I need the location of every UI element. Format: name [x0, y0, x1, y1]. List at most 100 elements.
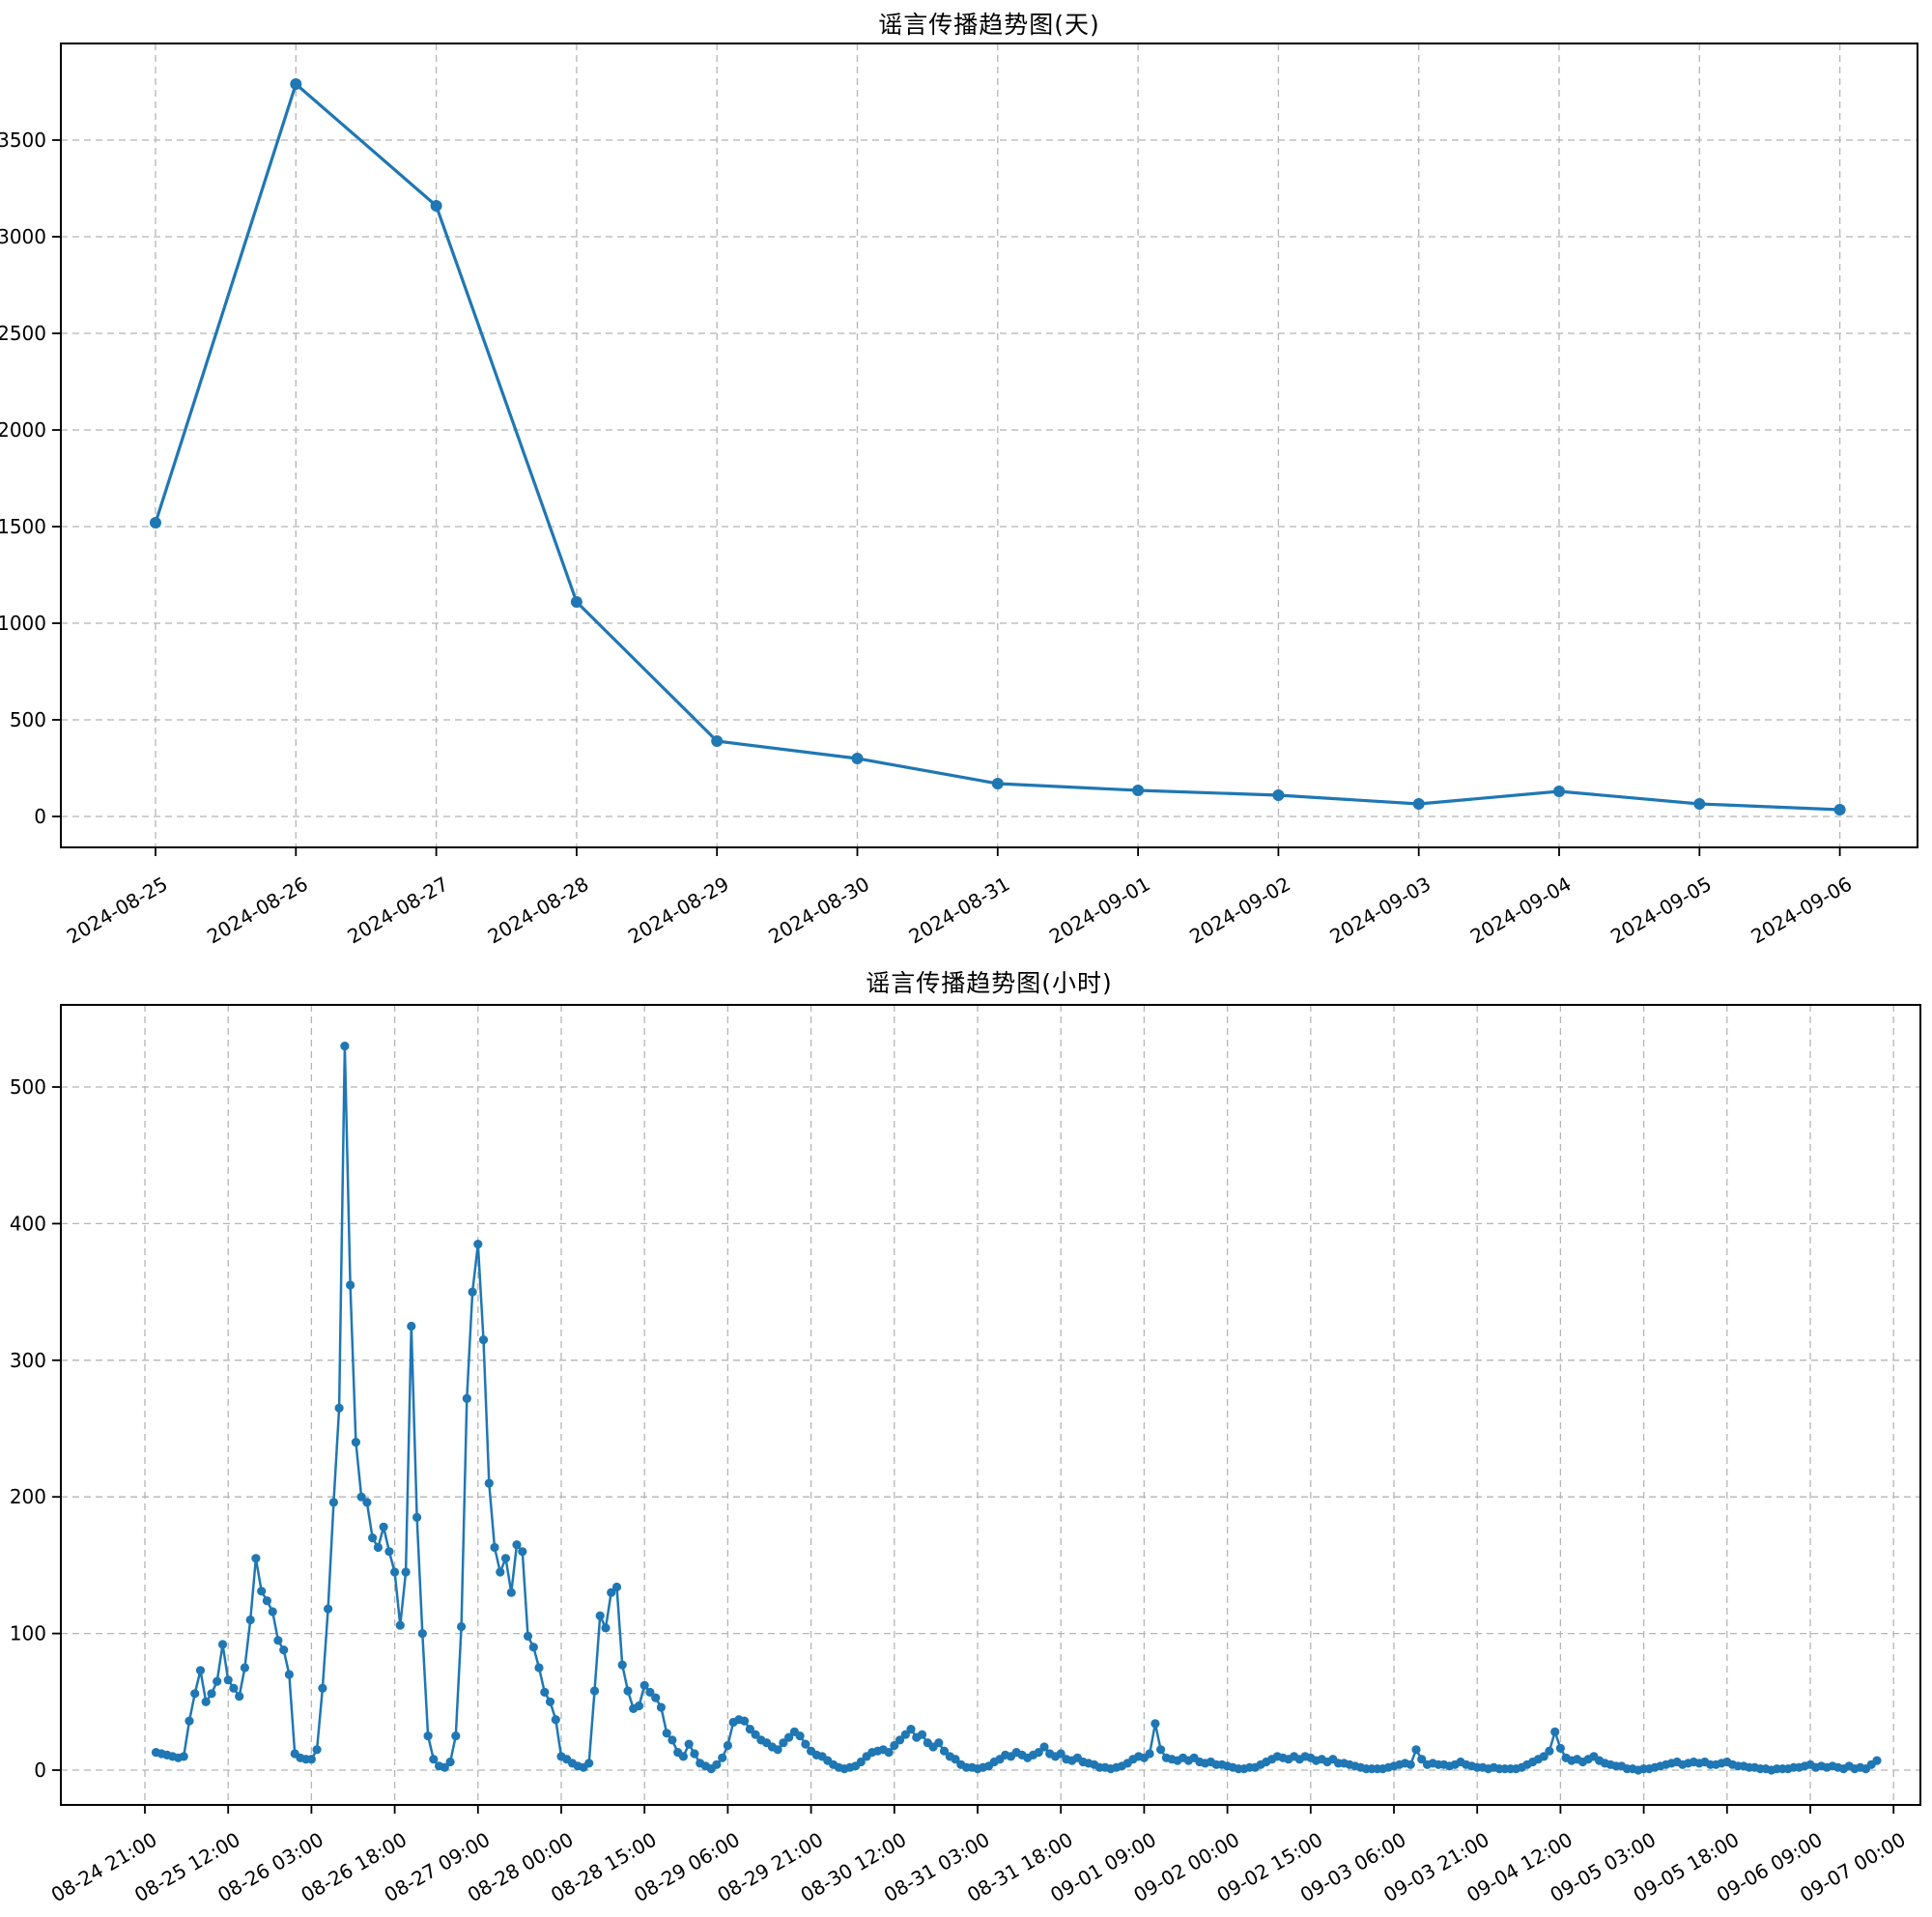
- data-point-marker: [334, 1403, 344, 1413]
- data-point-marker: [584, 1759, 594, 1768]
- data-point-marker: [684, 1739, 694, 1749]
- data-point-marker: [457, 1621, 467, 1632]
- data-point-marker: [1411, 1745, 1421, 1755]
- data-point-marker: [690, 1749, 699, 1759]
- data-point-marker: [368, 1533, 378, 1543]
- x-tick-label: 2024-08-28: [484, 873, 593, 949]
- data-point-marker: [895, 1735, 905, 1745]
- data-point-marker: [611, 1582, 622, 1592]
- y-tick-label: 2000: [0, 418, 46, 442]
- data-point-marker: [523, 1631, 533, 1641]
- data-point-marker: [362, 1498, 372, 1507]
- data-point-marker: [346, 1280, 355, 1290]
- trend-line: [155, 1044, 1879, 1772]
- data-point-marker: [1545, 1746, 1554, 1756]
- data-point-marker: [468, 1287, 477, 1297]
- data-point-marker: [723, 1740, 733, 1751]
- trend-line: [154, 82, 1842, 812]
- hourly-trend-chart: 谣言传播趋势图(小时) 0 100 200 300 400 500 08-24 21:00 0…: [0, 958, 1932, 1917]
- data-point-marker: [851, 753, 864, 764]
- data-point-marker: [318, 1683, 327, 1693]
- data-point-marker: [490, 1542, 499, 1553]
- data-point-marker: [235, 1692, 244, 1702]
- data-point-marker: [201, 1697, 211, 1706]
- data-point-marker: [207, 1689, 216, 1699]
- data-point-marker: [890, 1740, 899, 1751]
- data-point-marker: [229, 1683, 239, 1693]
- data-point-marker: [784, 1732, 794, 1742]
- data-point-marker: [430, 200, 442, 212]
- data-point-marker: [801, 1739, 810, 1749]
- x-tick-label: 2024-09-03: [1326, 873, 1435, 949]
- data-point-marker: [473, 1240, 483, 1249]
- data-point-marker: [496, 1567, 505, 1577]
- daily-chart-title: 谣言传播趋势图(天): [878, 11, 1100, 39]
- data-point-marker: [445, 1757, 455, 1767]
- data-point-marker: [1693, 798, 1706, 810]
- y-tick-label: 2500: [0, 322, 46, 345]
- data-point-marker: [257, 1587, 267, 1596]
- data-point-marker: [900, 1730, 910, 1739]
- data-point-marker: [668, 1735, 677, 1745]
- data-point-marker: [179, 1752, 188, 1761]
- data-point-marker: [245, 1615, 255, 1625]
- data-point-marker: [423, 1731, 433, 1741]
- data-point-marker: [324, 1604, 333, 1614]
- x-tick-label: 2024-09-01: [1045, 873, 1154, 949]
- data-point-marker: [662, 1729, 671, 1738]
- data-point-marker: [545, 1697, 555, 1706]
- data-point-marker: [1406, 1760, 1415, 1769]
- data-point-marker: [290, 78, 302, 90]
- data-point-marker: [1151, 1719, 1160, 1729]
- data-point-marker: [991, 778, 1004, 789]
- data-point-marker: [601, 1623, 611, 1633]
- data-point-marker: [462, 1393, 471, 1403]
- x-tick-label: 2024-09-02: [1185, 873, 1294, 949]
- data-point-marker: [589, 1686, 600, 1696]
- data-point-marker: [1272, 789, 1285, 801]
- data-point-marker: [884, 1748, 894, 1758]
- x-tick-label: 2024-09-04: [1466, 873, 1576, 949]
- data-point-marker: [1550, 1727, 1560, 1736]
- y-tick-label: 3000: [0, 225, 46, 248]
- data-point-marker: [478, 1335, 489, 1345]
- data-point-marker: [185, 1716, 194, 1726]
- y-tick-label: 1000: [0, 612, 46, 635]
- data-point-marker: [440, 1762, 449, 1772]
- daily-trend-chart: 谣言传播趋势图(天) 0 500 1000 1500 2000 2500 3000 3500 2…: [0, 0, 1932, 958]
- data-point-marker: [745, 1725, 755, 1734]
- data-point-marker: [273, 1636, 283, 1645]
- x-tick-label: 2024-08-31: [905, 873, 1014, 949]
- data-point-marker: [939, 1746, 950, 1756]
- data-point-marker: [429, 1755, 439, 1764]
- hourly-chart-title: 谣言传播趋势图(小时): [866, 969, 1113, 997]
- data-point-marker: [312, 1745, 322, 1755]
- data-point-marker: [395, 1620, 405, 1630]
- data-point-marker: [917, 1730, 927, 1739]
- y-tick-label: 3500: [0, 129, 46, 152]
- data-point-marker: [595, 1611, 605, 1620]
- data-point-marker: [656, 1702, 667, 1712]
- data-point-marker: [195, 1666, 206, 1675]
- data-point-marker: [150, 517, 161, 529]
- data-point-marker: [1145, 1749, 1154, 1759]
- data-point-marker: [1156, 1745, 1166, 1755]
- y-tick-label: 500: [10, 708, 46, 731]
- x-tick-label: 2024-08-30: [764, 873, 873, 949]
- data-point-marker: [856, 1757, 866, 1767]
- data-point-marker: [712, 1760, 722, 1769]
- data-point-marker: [223, 1675, 233, 1685]
- data-point-marker: [1539, 1752, 1548, 1761]
- data-point-marker: [407, 1321, 416, 1331]
- data-point-marker: [773, 1745, 782, 1755]
- data-point-marker: [678, 1752, 689, 1761]
- y-tick-label: 0: [34, 1759, 46, 1782]
- data-point-marker: [251, 1554, 261, 1563]
- data-point-marker: [634, 1701, 644, 1711]
- data-point-marker: [1034, 1748, 1043, 1758]
- data-point-marker: [190, 1689, 200, 1699]
- data-point-marker: [651, 1693, 661, 1702]
- data-point-marker: [1056, 1749, 1065, 1759]
